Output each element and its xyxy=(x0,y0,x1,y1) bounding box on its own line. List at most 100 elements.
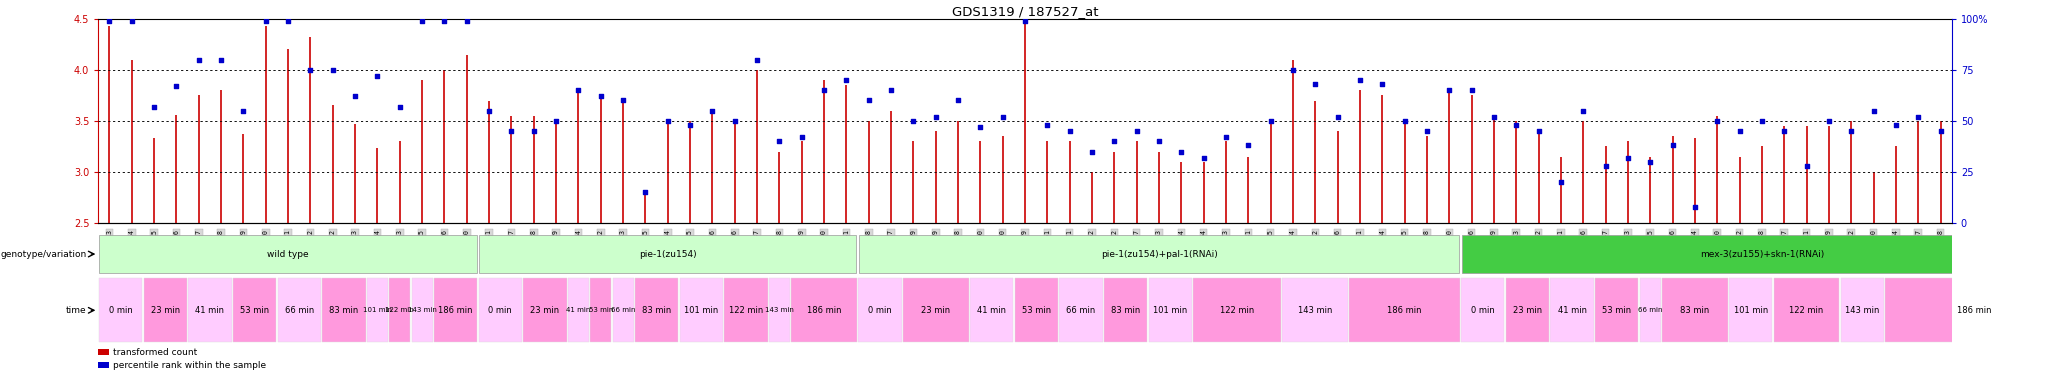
Point xyxy=(250,18,283,24)
Point xyxy=(1903,114,1935,120)
Text: mex-3(zu155)+skn-1(RNAi): mex-3(zu155)+skn-1(RNAi) xyxy=(1700,250,1825,259)
Point xyxy=(1544,179,1577,185)
FancyBboxPatch shape xyxy=(590,278,610,342)
FancyBboxPatch shape xyxy=(1841,278,1884,342)
Point xyxy=(1253,118,1286,124)
Point xyxy=(696,108,729,114)
Point xyxy=(1634,159,1667,165)
Point xyxy=(629,189,662,195)
FancyBboxPatch shape xyxy=(389,278,410,342)
Text: percentile rank within the sample: percentile rank within the sample xyxy=(113,361,266,370)
Point xyxy=(1522,128,1554,134)
Text: 41 min: 41 min xyxy=(195,306,225,315)
Point xyxy=(473,108,506,114)
Point xyxy=(1925,128,1958,134)
Point xyxy=(1343,77,1376,83)
Point xyxy=(1790,163,1823,169)
Point xyxy=(784,134,817,140)
Point xyxy=(1702,118,1735,124)
Point xyxy=(115,18,147,24)
Point xyxy=(561,87,594,93)
Text: 83 min: 83 min xyxy=(641,306,672,315)
Point xyxy=(1880,122,1913,128)
FancyBboxPatch shape xyxy=(1550,278,1593,342)
Point xyxy=(1657,142,1690,148)
Text: 122 min: 122 min xyxy=(385,308,414,314)
Text: pie-1(zu154)+pal-1(RNAi): pie-1(zu154)+pal-1(RNAi) xyxy=(1100,250,1217,259)
FancyBboxPatch shape xyxy=(1104,278,1147,342)
FancyBboxPatch shape xyxy=(858,278,901,342)
FancyBboxPatch shape xyxy=(98,278,141,342)
Text: 186 min: 186 min xyxy=(1386,306,1421,315)
Text: 83 min: 83 min xyxy=(1679,306,1710,315)
FancyBboxPatch shape xyxy=(322,278,367,342)
Text: genotype/variation: genotype/variation xyxy=(0,250,86,259)
Text: 53 min: 53 min xyxy=(1022,306,1051,315)
Point xyxy=(137,104,170,110)
FancyBboxPatch shape xyxy=(791,278,856,342)
Text: 66 min: 66 min xyxy=(610,308,635,314)
Point xyxy=(1434,87,1466,93)
Text: 53 min: 53 min xyxy=(588,308,612,314)
Point xyxy=(1165,148,1198,154)
FancyBboxPatch shape xyxy=(1350,278,1460,342)
Point xyxy=(1589,163,1622,169)
Point xyxy=(315,67,348,73)
FancyBboxPatch shape xyxy=(1059,278,1102,342)
Point xyxy=(674,122,707,128)
Point xyxy=(92,18,125,24)
Point xyxy=(160,83,193,89)
FancyBboxPatch shape xyxy=(1462,235,2048,273)
Text: 53 min: 53 min xyxy=(1602,306,1632,315)
Text: 23 min: 23 min xyxy=(152,306,180,315)
Point xyxy=(1499,122,1532,128)
FancyBboxPatch shape xyxy=(903,278,969,342)
Point xyxy=(874,87,907,93)
Point xyxy=(719,118,752,124)
Text: 101 min: 101 min xyxy=(1153,306,1188,315)
Point xyxy=(807,87,840,93)
Text: 41 min: 41 min xyxy=(1559,306,1587,315)
Text: 53 min: 53 min xyxy=(240,306,268,315)
Point xyxy=(541,118,573,124)
Point xyxy=(182,57,215,63)
Text: 143 min: 143 min xyxy=(766,308,795,314)
Point xyxy=(606,98,639,104)
Point xyxy=(227,108,260,114)
Text: 186 min: 186 min xyxy=(1956,306,1991,315)
FancyBboxPatch shape xyxy=(479,278,522,342)
FancyBboxPatch shape xyxy=(635,278,678,342)
Text: 101 min: 101 min xyxy=(362,308,391,314)
Text: 0 min: 0 min xyxy=(487,306,512,315)
FancyBboxPatch shape xyxy=(1282,278,1348,342)
FancyBboxPatch shape xyxy=(188,278,231,342)
Point xyxy=(1298,81,1331,87)
Text: wild type: wild type xyxy=(268,250,309,259)
Point xyxy=(295,67,328,73)
Point xyxy=(1098,138,1130,144)
Point xyxy=(1722,128,1755,134)
FancyBboxPatch shape xyxy=(1886,278,2048,342)
Point xyxy=(1075,148,1108,154)
FancyBboxPatch shape xyxy=(725,278,768,342)
Point xyxy=(1745,118,1778,124)
Point xyxy=(406,18,438,24)
FancyBboxPatch shape xyxy=(1194,278,1282,342)
Text: 101 min: 101 min xyxy=(684,306,719,315)
FancyBboxPatch shape xyxy=(479,235,856,273)
Point xyxy=(1321,114,1354,120)
Text: 66 min: 66 min xyxy=(285,306,313,315)
FancyBboxPatch shape xyxy=(367,278,387,342)
Point xyxy=(1812,118,1845,124)
Text: pie-1(zu154): pie-1(zu154) xyxy=(639,250,696,259)
Text: 0 min: 0 min xyxy=(868,306,891,315)
Text: 83 min: 83 min xyxy=(1110,306,1141,315)
Point xyxy=(1612,155,1645,161)
FancyBboxPatch shape xyxy=(971,278,1014,342)
Text: 143 min: 143 min xyxy=(1845,306,1880,315)
FancyBboxPatch shape xyxy=(768,278,791,342)
FancyBboxPatch shape xyxy=(612,278,633,342)
FancyBboxPatch shape xyxy=(1014,278,1059,342)
FancyBboxPatch shape xyxy=(1774,278,1839,342)
Text: 186 min: 186 min xyxy=(807,306,842,315)
